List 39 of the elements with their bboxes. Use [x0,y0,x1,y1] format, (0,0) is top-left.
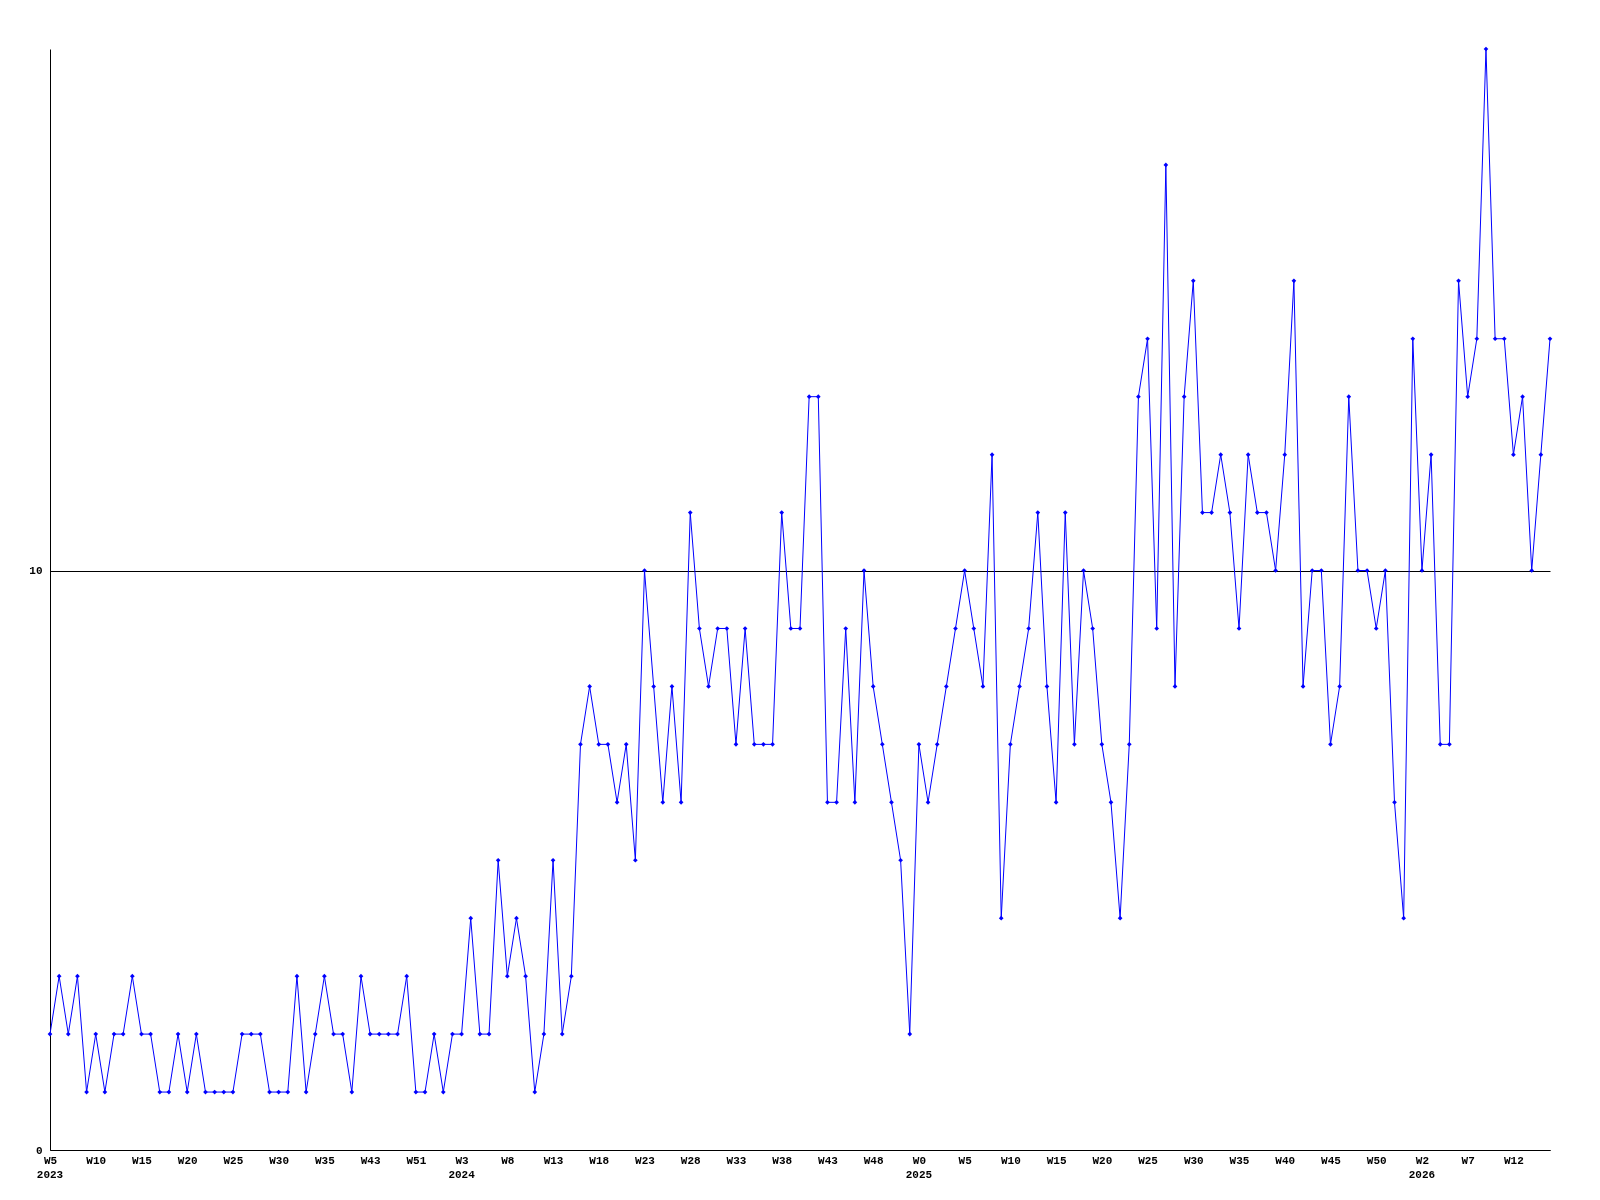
x-tick-label: W48 [863,1154,884,1167]
x-tick-label: W10 [86,1154,107,1167]
x-tick-label: W2 [1415,1154,1430,1167]
x-tick-label: W35 [1229,1154,1250,1167]
x-tick-label: W10 [1000,1154,1021,1167]
x-tick-label: W33 [726,1154,747,1167]
x-tick-label: W15 [1046,1154,1067,1167]
x-tick-label: W5 [958,1154,973,1167]
x-tick-label: W25 [1138,1154,1159,1167]
x-tick-label: W5 [43,1154,58,1167]
text: 2024 [448,1169,476,1181]
x-tick-label: W20 [1092,1154,1113,1167]
x-tick-label: W38 [772,1154,793,1167]
x-tick-label: W25 [223,1154,244,1167]
x-tick-label: W45 [1321,1154,1342,1167]
x-tick-label: W23 [635,1154,656,1167]
x-tick-label: W50 [1366,1154,1387,1167]
x-tick-label: W43 [818,1154,839,1167]
x-tick-label: W18 [589,1154,610,1167]
x-tick-label: W30 [269,1154,290,1167]
x-tick-label: W20 [177,1154,198,1167]
x-tick-label: W28 [680,1154,702,1167]
x-tick-label: W3 [455,1154,470,1167]
text: 2025 [905,1169,933,1181]
x-tick-label: W43 [360,1154,381,1167]
y-tick-label: 10 [29,565,43,578]
x-tick-label: W35 [314,1154,336,1167]
x-tick-label: W12 [1504,1154,1524,1167]
x-tick-label: W7 [1461,1154,1475,1167]
y-tick-label: 0 [35,1144,43,1157]
x-tick-label: W51 [406,1154,427,1167]
x-tick-label: W15 [132,1154,153,1167]
text: 2026 [1408,1169,1436,1181]
x-tick-label: W40 [1275,1154,1296,1167]
x-tick-label: W8 [501,1154,515,1167]
text: 2023 [36,1169,64,1181]
x-tick-label: W0 [912,1154,926,1167]
x-tick-label: W30 [1183,1154,1204,1167]
x-tick-label: W13 [543,1154,564,1167]
